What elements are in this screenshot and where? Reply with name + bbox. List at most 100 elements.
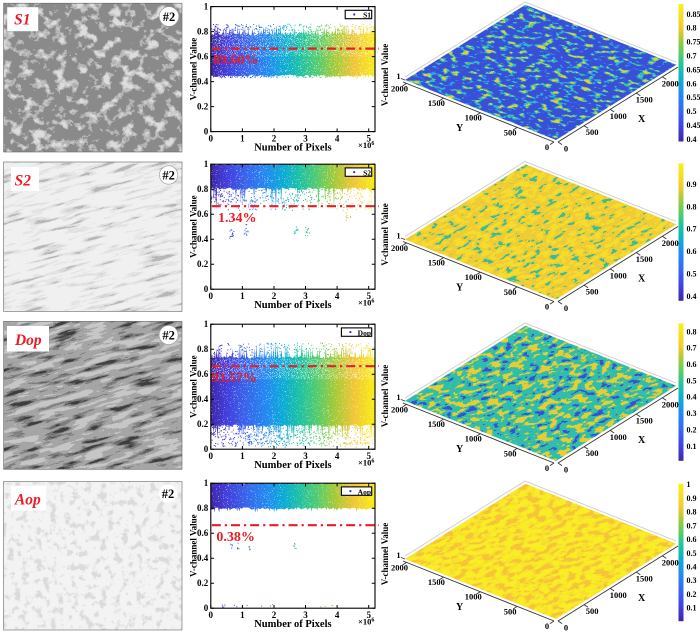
svg-text:#2: #2 — [163, 10, 176, 24]
svg-text:0.1: 0.1 — [687, 442, 697, 451]
svg-text:0.6: 0.6 — [197, 528, 209, 538]
svg-text:0.6: 0.6 — [687, 535, 697, 544]
svg-text:2000: 2000 — [391, 243, 408, 253]
svg-text:0.55: 0.55 — [687, 93, 700, 102]
svg-text:500: 500 — [586, 287, 599, 297]
svg-text:2: 2 — [272, 451, 277, 461]
svg-text:0.7: 0.7 — [687, 344, 697, 353]
svg-text:Aop: Aop — [358, 487, 371, 496]
svg-text:0: 0 — [545, 302, 549, 312]
svg-text:Dop: Dop — [358, 328, 371, 337]
svg-text:1500: 1500 — [636, 416, 653, 426]
svg-text:Dop: Dop — [14, 332, 42, 349]
svg-text:0: 0 — [209, 610, 214, 620]
svg-text:93.57%: 93.57% — [211, 371, 256, 386]
svg-text:0: 0 — [209, 134, 214, 144]
svg-text:2: 2 — [272, 610, 277, 620]
svg-text:V-channel Value: V-channel Value — [380, 365, 390, 428]
svg-text:1000: 1000 — [465, 592, 482, 602]
svg-text:0.4: 0.4 — [197, 77, 209, 87]
svg-text:0.4: 0.4 — [197, 553, 209, 563]
svg-text:V-channel Value: V-channel Value — [189, 195, 199, 258]
svg-text:V-channel Value: V-channel Value — [189, 38, 199, 101]
svg-text:1000: 1000 — [465, 434, 482, 444]
svg-text:2000: 2000 — [391, 404, 408, 414]
svg-text:1500: 1500 — [428, 98, 445, 108]
svg-text:0.6: 0.6 — [197, 369, 209, 379]
svg-text:1000: 1000 — [610, 111, 627, 121]
svg-text:Y: Y — [456, 444, 464, 455]
svg-text:3: 3 — [303, 610, 308, 620]
svg-text:0: 0 — [204, 444, 209, 454]
svg-text:S1: S1 — [363, 11, 371, 20]
svg-text:1500: 1500 — [636, 254, 653, 264]
svg-text:0: 0 — [204, 603, 209, 613]
svg-text:×106: ×106 — [358, 298, 374, 308]
svg-text:0: 0 — [545, 142, 549, 152]
svg-text:0.9: 0.9 — [687, 494, 697, 503]
svg-text:0.4: 0.4 — [687, 292, 697, 301]
svg-text:3: 3 — [303, 291, 308, 301]
svg-text:0.2: 0.2 — [197, 419, 209, 429]
svg-text:4: 4 — [335, 451, 340, 461]
svg-text:0.8: 0.8 — [687, 508, 697, 517]
svg-text:5: 5 — [366, 291, 371, 301]
svg-text:500: 500 — [504, 287, 517, 297]
svg-text:0.5: 0.5 — [687, 269, 697, 278]
svg-text:X: X — [638, 593, 646, 604]
svg-text:0.8: 0.8 — [197, 344, 209, 354]
svg-text:0.2: 0.2 — [197, 578, 209, 588]
svg-text:0.3: 0.3 — [687, 576, 697, 585]
svg-text:V-channel Value: V-channel Value — [380, 203, 390, 266]
svg-text:Y: Y — [456, 283, 464, 294]
svg-text:0.65: 0.65 — [687, 65, 700, 74]
svg-text:0.5: 0.5 — [687, 549, 697, 558]
svg-text:0.4: 0.4 — [197, 394, 209, 404]
svg-text:500: 500 — [504, 127, 517, 137]
svg-text:0: 0 — [545, 463, 549, 473]
svg-text:4: 4 — [335, 134, 340, 144]
svg-text:0.8: 0.8 — [197, 184, 209, 194]
svg-text:0.4: 0.4 — [687, 563, 697, 572]
svg-text:0.3: 0.3 — [687, 409, 697, 418]
svg-text:Y: Y — [456, 123, 464, 134]
svg-text:0: 0 — [564, 465, 568, 475]
svg-text:1500: 1500 — [636, 95, 653, 105]
svg-text:0.85: 0.85 — [687, 10, 700, 19]
svg-text:×106: ×106 — [358, 617, 374, 627]
svg-text:1: 1 — [240, 451, 245, 461]
svg-text:0: 0 — [204, 284, 209, 294]
svg-text:500: 500 — [504, 606, 517, 616]
svg-text:1: 1 — [204, 319, 209, 329]
svg-text:0.2: 0.2 — [687, 590, 697, 599]
svg-text:1500: 1500 — [428, 258, 445, 268]
svg-text:Number of Pixels: Number of Pixels — [254, 460, 331, 471]
svg-text:S2: S2 — [363, 168, 371, 177]
svg-text:0.75: 0.75 — [687, 38, 700, 47]
svg-text:1000: 1000 — [610, 590, 627, 600]
svg-text:0.5: 0.5 — [687, 107, 697, 116]
svg-text:2000: 2000 — [391, 562, 408, 572]
svg-text:#2: #2 — [162, 328, 175, 342]
svg-text:×106: ×106 — [358, 140, 374, 150]
svg-text:S2: S2 — [15, 173, 32, 190]
svg-text:1.34%: 1.34% — [218, 211, 257, 226]
svg-text:0.2: 0.2 — [687, 425, 697, 434]
svg-text:1: 1 — [240, 291, 245, 301]
svg-text:0.8: 0.8 — [687, 24, 697, 33]
svg-text:Number of Pixels: Number of Pixels — [254, 143, 331, 154]
svg-text:0: 0 — [204, 127, 209, 137]
svg-text:1000: 1000 — [465, 272, 482, 282]
svg-text:2: 2 — [272, 134, 277, 144]
svg-text:V-channel Value: V-channel Value — [189, 355, 199, 418]
svg-text:0.4: 0.4 — [687, 393, 697, 402]
svg-text:0.6: 0.6 — [197, 52, 209, 62]
svg-text:0.8: 0.8 — [687, 202, 697, 211]
svg-text:1: 1 — [396, 231, 400, 241]
svg-text:V-channel Value: V-channel Value — [380, 523, 390, 586]
svg-text:0.5: 0.5 — [687, 376, 697, 385]
svg-text:0: 0 — [564, 303, 568, 313]
svg-text:1500: 1500 — [636, 574, 653, 584]
svg-text:0.6: 0.6 — [687, 79, 697, 88]
svg-text:2000: 2000 — [662, 78, 679, 88]
